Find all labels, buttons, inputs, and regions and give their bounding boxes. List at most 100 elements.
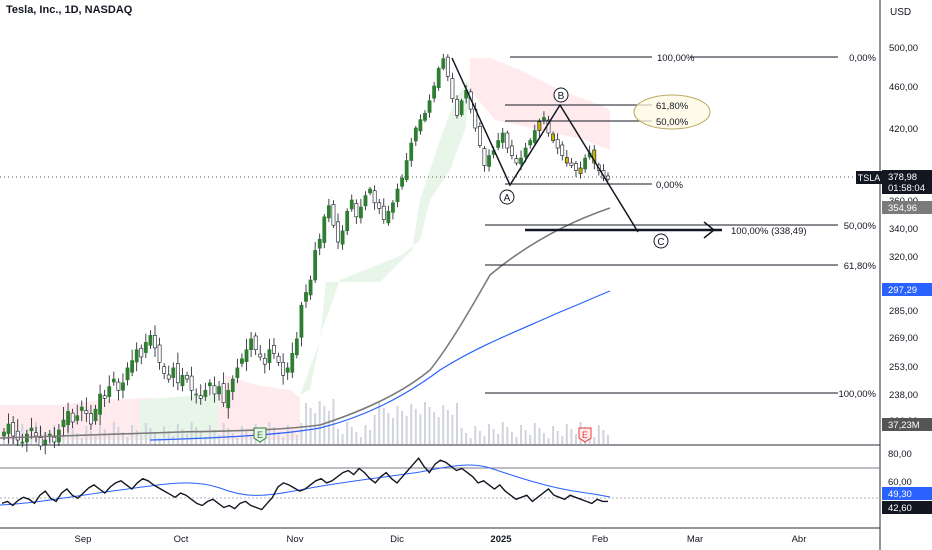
candle-body (230, 378, 235, 393)
volume-bar (277, 432, 280, 444)
candle-body (537, 121, 542, 131)
fib-label-50-lower: 50,00% (844, 221, 877, 232)
candle-body (66, 411, 70, 426)
candle-body (304, 292, 308, 302)
candle-body (70, 412, 75, 423)
ma-gray-tag (882, 201, 932, 214)
volume-bar (446, 410, 449, 444)
price-tick-label: 238,00 (889, 390, 918, 401)
volume-bar (350, 427, 353, 444)
volume-bar (373, 415, 376, 444)
candle-body (43, 439, 48, 445)
candle-body (427, 100, 432, 113)
candle-body (2, 431, 6, 437)
volume-bar (282, 437, 285, 444)
volume-bar (428, 407, 431, 444)
volume-bar (346, 422, 349, 444)
currency-label[interactable]: USD (890, 7, 912, 18)
fib-highlight-ellipse (633, 94, 711, 130)
candle-body (24, 433, 29, 443)
time-tick-label: Dic (390, 534, 404, 545)
rsi-tag (882, 501, 932, 514)
volume-bar (291, 430, 294, 444)
volume-bar (126, 437, 129, 444)
candle-body (139, 347, 144, 358)
candle-body (441, 58, 446, 69)
volume-bar (497, 434, 500, 444)
candle-body (569, 162, 574, 166)
ma-gray-text: 354,96 (888, 203, 917, 214)
candle-body (555, 139, 560, 149)
candle-body (450, 78, 455, 99)
price-axis[interactable]: 500,00460,00420,00360,00340,00320,00300,… (889, 43, 918, 427)
time-axis[interactable]: Sep Oct Nov Dic 2025 Feb Mar Abr (75, 534, 807, 545)
candle-body (482, 148, 487, 166)
candle-body (249, 338, 253, 350)
candle-body (121, 382, 125, 391)
volume-bar (112, 422, 115, 444)
price-tick-label: 500,00 (889, 43, 918, 54)
volume-bar (337, 429, 340, 444)
candle-body (326, 205, 331, 219)
volume-bar (456, 403, 458, 444)
ticker-tag (856, 171, 882, 184)
candle-body (15, 430, 20, 441)
candle-body (281, 362, 286, 376)
candle-body (153, 335, 157, 349)
rsi-moving-average (0, 464, 611, 506)
volume-bar (103, 429, 106, 444)
volume-bar (574, 434, 577, 444)
red-cloud-right (470, 58, 610, 150)
volume-bar (190, 422, 193, 444)
ma-blue-tag (882, 283, 932, 296)
price-tick-label: 320,00 (889, 252, 918, 263)
candle-body (185, 375, 189, 380)
volume-bar (451, 415, 454, 444)
candle-body (148, 335, 153, 346)
volume-bar (387, 413, 390, 444)
candle-body (180, 375, 185, 387)
volume-bar (414, 409, 417, 444)
candle-body (523, 147, 528, 158)
candle-body (253, 335, 258, 350)
candle-body (272, 345, 276, 354)
volume-bar (529, 435, 532, 444)
elliott-wave-drawing[interactable] (451, 57, 639, 233)
candle-body (583, 157, 588, 170)
rsi-line (1, 457, 608, 511)
candle-body (166, 374, 171, 380)
candle-body (354, 203, 359, 218)
candle-body (189, 375, 194, 391)
volume-tag (882, 418, 932, 431)
candle-body (262, 358, 267, 365)
candle-body (290, 353, 295, 373)
earnings-marker-2-text: E (582, 430, 588, 440)
volume-bar (542, 433, 545, 444)
volume-bar (195, 427, 198, 444)
candle-body (175, 363, 180, 384)
volume-bar (121, 432, 124, 444)
candle-body (93, 408, 98, 422)
time-tick-label: Sep (75, 534, 92, 545)
volume-bar (332, 399, 335, 444)
candlesticks (2, 53, 610, 455)
earnings-marker-1[interactable]: E (253, 427, 267, 443)
fib-label-100-lower: 100,00% (838, 389, 876, 400)
candle-body (510, 145, 514, 156)
volume-bar (396, 406, 399, 444)
fibonacci-drawing[interactable] (485, 56, 838, 394)
candle-body (340, 230, 345, 245)
candle-body (276, 355, 281, 363)
candle-body (377, 202, 382, 209)
volume-text: 37,23M (888, 420, 920, 431)
volume-bar (323, 406, 326, 444)
fib-label-100-top: 100,00% (657, 53, 695, 64)
earnings-marker-2[interactable]: E (578, 427, 592, 443)
candle-body (198, 395, 203, 399)
candle-body (542, 117, 546, 121)
candle-body (217, 386, 221, 395)
volume-bar (355, 432, 358, 444)
volume-bar (401, 411, 404, 444)
candle-body (267, 349, 272, 364)
